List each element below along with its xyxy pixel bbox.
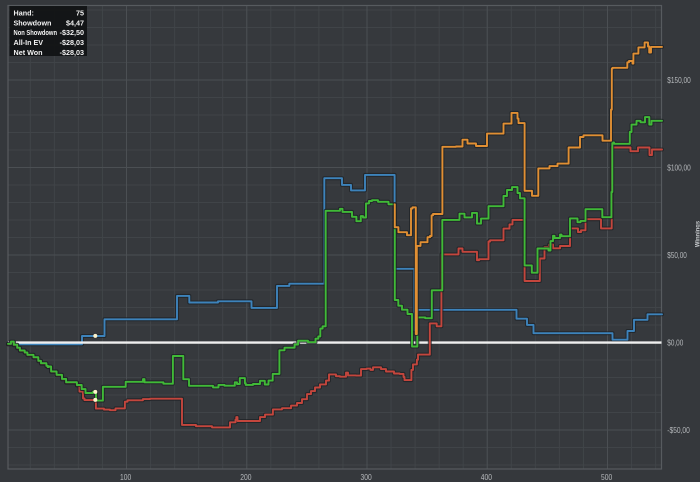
svg-text:$50,00: $50,00 [667, 250, 687, 260]
svg-text:400: 400 [481, 472, 492, 482]
svg-text:Non Showdown: Non Showdown [14, 28, 58, 37]
svg-text:$150,00: $150,00 [667, 75, 691, 85]
svg-text:200: 200 [240, 472, 251, 482]
svg-text:$0,00: $0,00 [667, 338, 683, 348]
svg-text:300: 300 [361, 472, 372, 482]
svg-text:-$28,03: -$28,03 [60, 38, 84, 47]
svg-text:-$28,03: -$28,03 [60, 48, 84, 57]
svg-text:-$32,50: -$32,50 [60, 28, 84, 37]
svg-text:500: 500 [601, 472, 612, 482]
svg-text:Net Won: Net Won [14, 48, 43, 57]
svg-text:-$50,00: -$50,00 [667, 425, 690, 435]
svg-text:$100,00: $100,00 [667, 163, 691, 173]
svg-text:Winnings: Winnings [695, 221, 700, 247]
svg-text:All-In EV: All-In EV [14, 38, 44, 47]
svg-text:75: 75 [76, 8, 84, 17]
svg-text:Showdown: Showdown [14, 18, 52, 27]
svg-text:100: 100 [120, 472, 131, 482]
svg-text:$4,47: $4,47 [66, 18, 84, 27]
svg-text:Hand:: Hand: [14, 8, 34, 17]
